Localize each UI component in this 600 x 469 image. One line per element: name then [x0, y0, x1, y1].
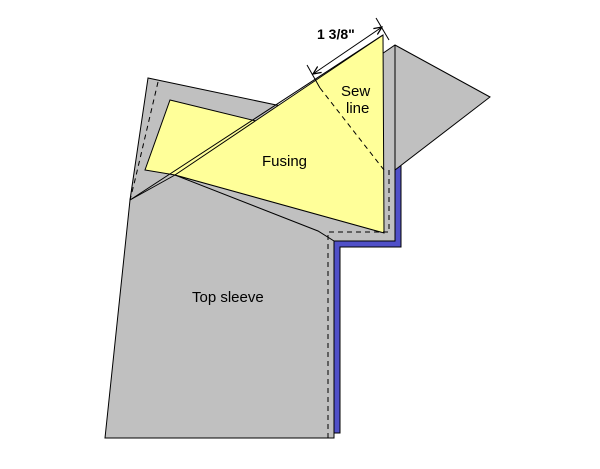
top-sleeve-label: Top sleeve: [192, 289, 264, 306]
sew-line-label-top: Sew: [341, 83, 370, 100]
sew-line-vent: [327, 170, 390, 438]
sew-line-label-bottom: line: [346, 100, 369, 117]
sew-line-left: [129, 81, 159, 201]
fusing-triangle: [173, 34, 385, 234]
dimension-label: 1 3/8": [317, 26, 355, 42]
dimension-tick-left: [306, 64, 321, 89]
dimension-tick-right: [375, 17, 390, 41]
dimension-arrow: [313, 27, 382, 74]
fusing-label: Fusing: [262, 153, 307, 170]
